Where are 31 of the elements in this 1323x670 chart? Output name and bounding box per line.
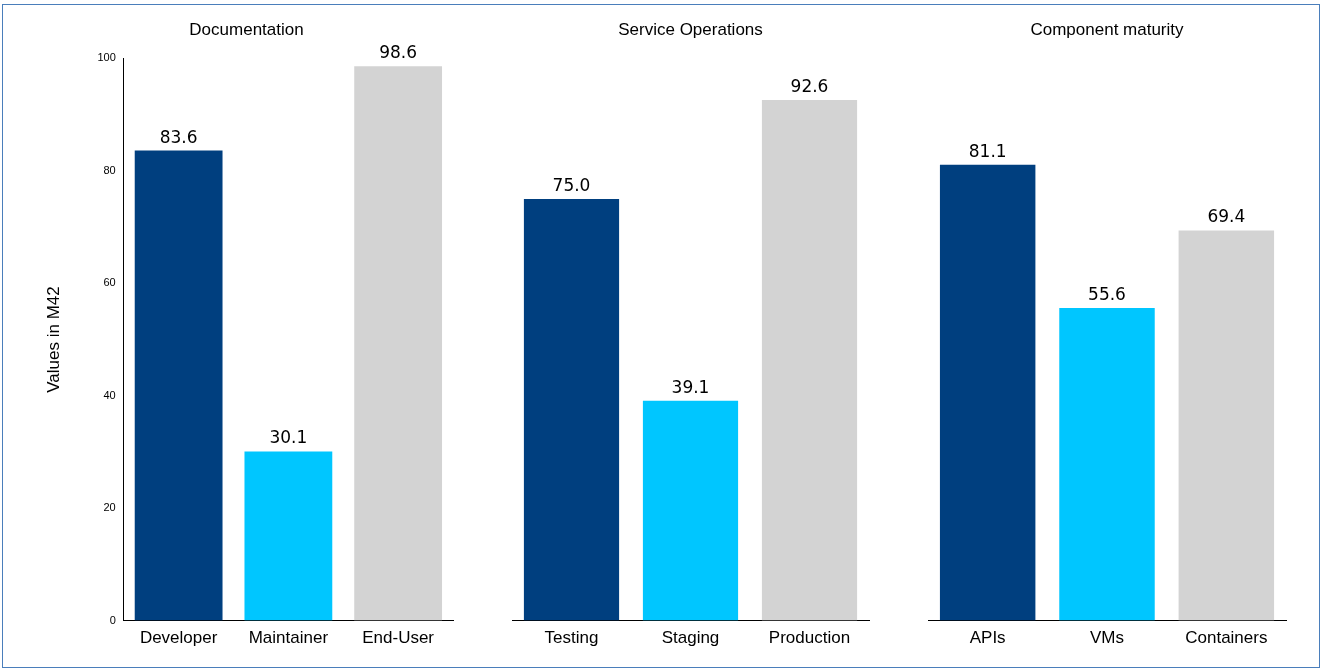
y-tick-label: 20: [103, 501, 116, 514]
data-label: 69.4: [1207, 206, 1246, 227]
x-tick-label: APIs: [969, 628, 1006, 648]
data-label: 83.6: [159, 126, 198, 147]
x-tick-label: Testing: [544, 628, 599, 648]
bar: [134, 150, 223, 621]
x-tick-label: Containers: [1185, 628, 1268, 648]
x-tick-label: Production: [768, 628, 851, 648]
x-tick-label: End-User: [362, 628, 435, 648]
y-tick-label: 60: [103, 276, 116, 289]
y-axis-title: Values in M42: [43, 286, 63, 393]
data-label: 75.0: [552, 174, 591, 195]
x-tick-label: VMs: [1090, 628, 1124, 648]
data-label: 92.6: [790, 75, 829, 96]
chart-title: Documentation: [189, 19, 304, 39]
bar: [354, 66, 443, 621]
chart-title: Component maturity: [1030, 19, 1185, 39]
data-label: 98.6: [379, 42, 418, 63]
x-tick-label: Maintainer: [248, 628, 329, 648]
data-label: 55.6: [1088, 283, 1126, 304]
y-tick-label: 80: [103, 163, 116, 176]
chart-title: Service Operations: [618, 19, 763, 39]
data-label: 81.1: [968, 140, 1007, 161]
bar: [244, 451, 333, 621]
data-label: 39.1: [671, 376, 710, 397]
x-tick-label: Staging: [661, 628, 720, 648]
y-tick-label: 40: [103, 388, 116, 401]
x-tick-label: Developer: [139, 628, 218, 648]
y-tick-label: 100: [97, 51, 116, 64]
y-tick-label: 0: [109, 613, 116, 626]
data-label: 30.1: [269, 427, 308, 448]
